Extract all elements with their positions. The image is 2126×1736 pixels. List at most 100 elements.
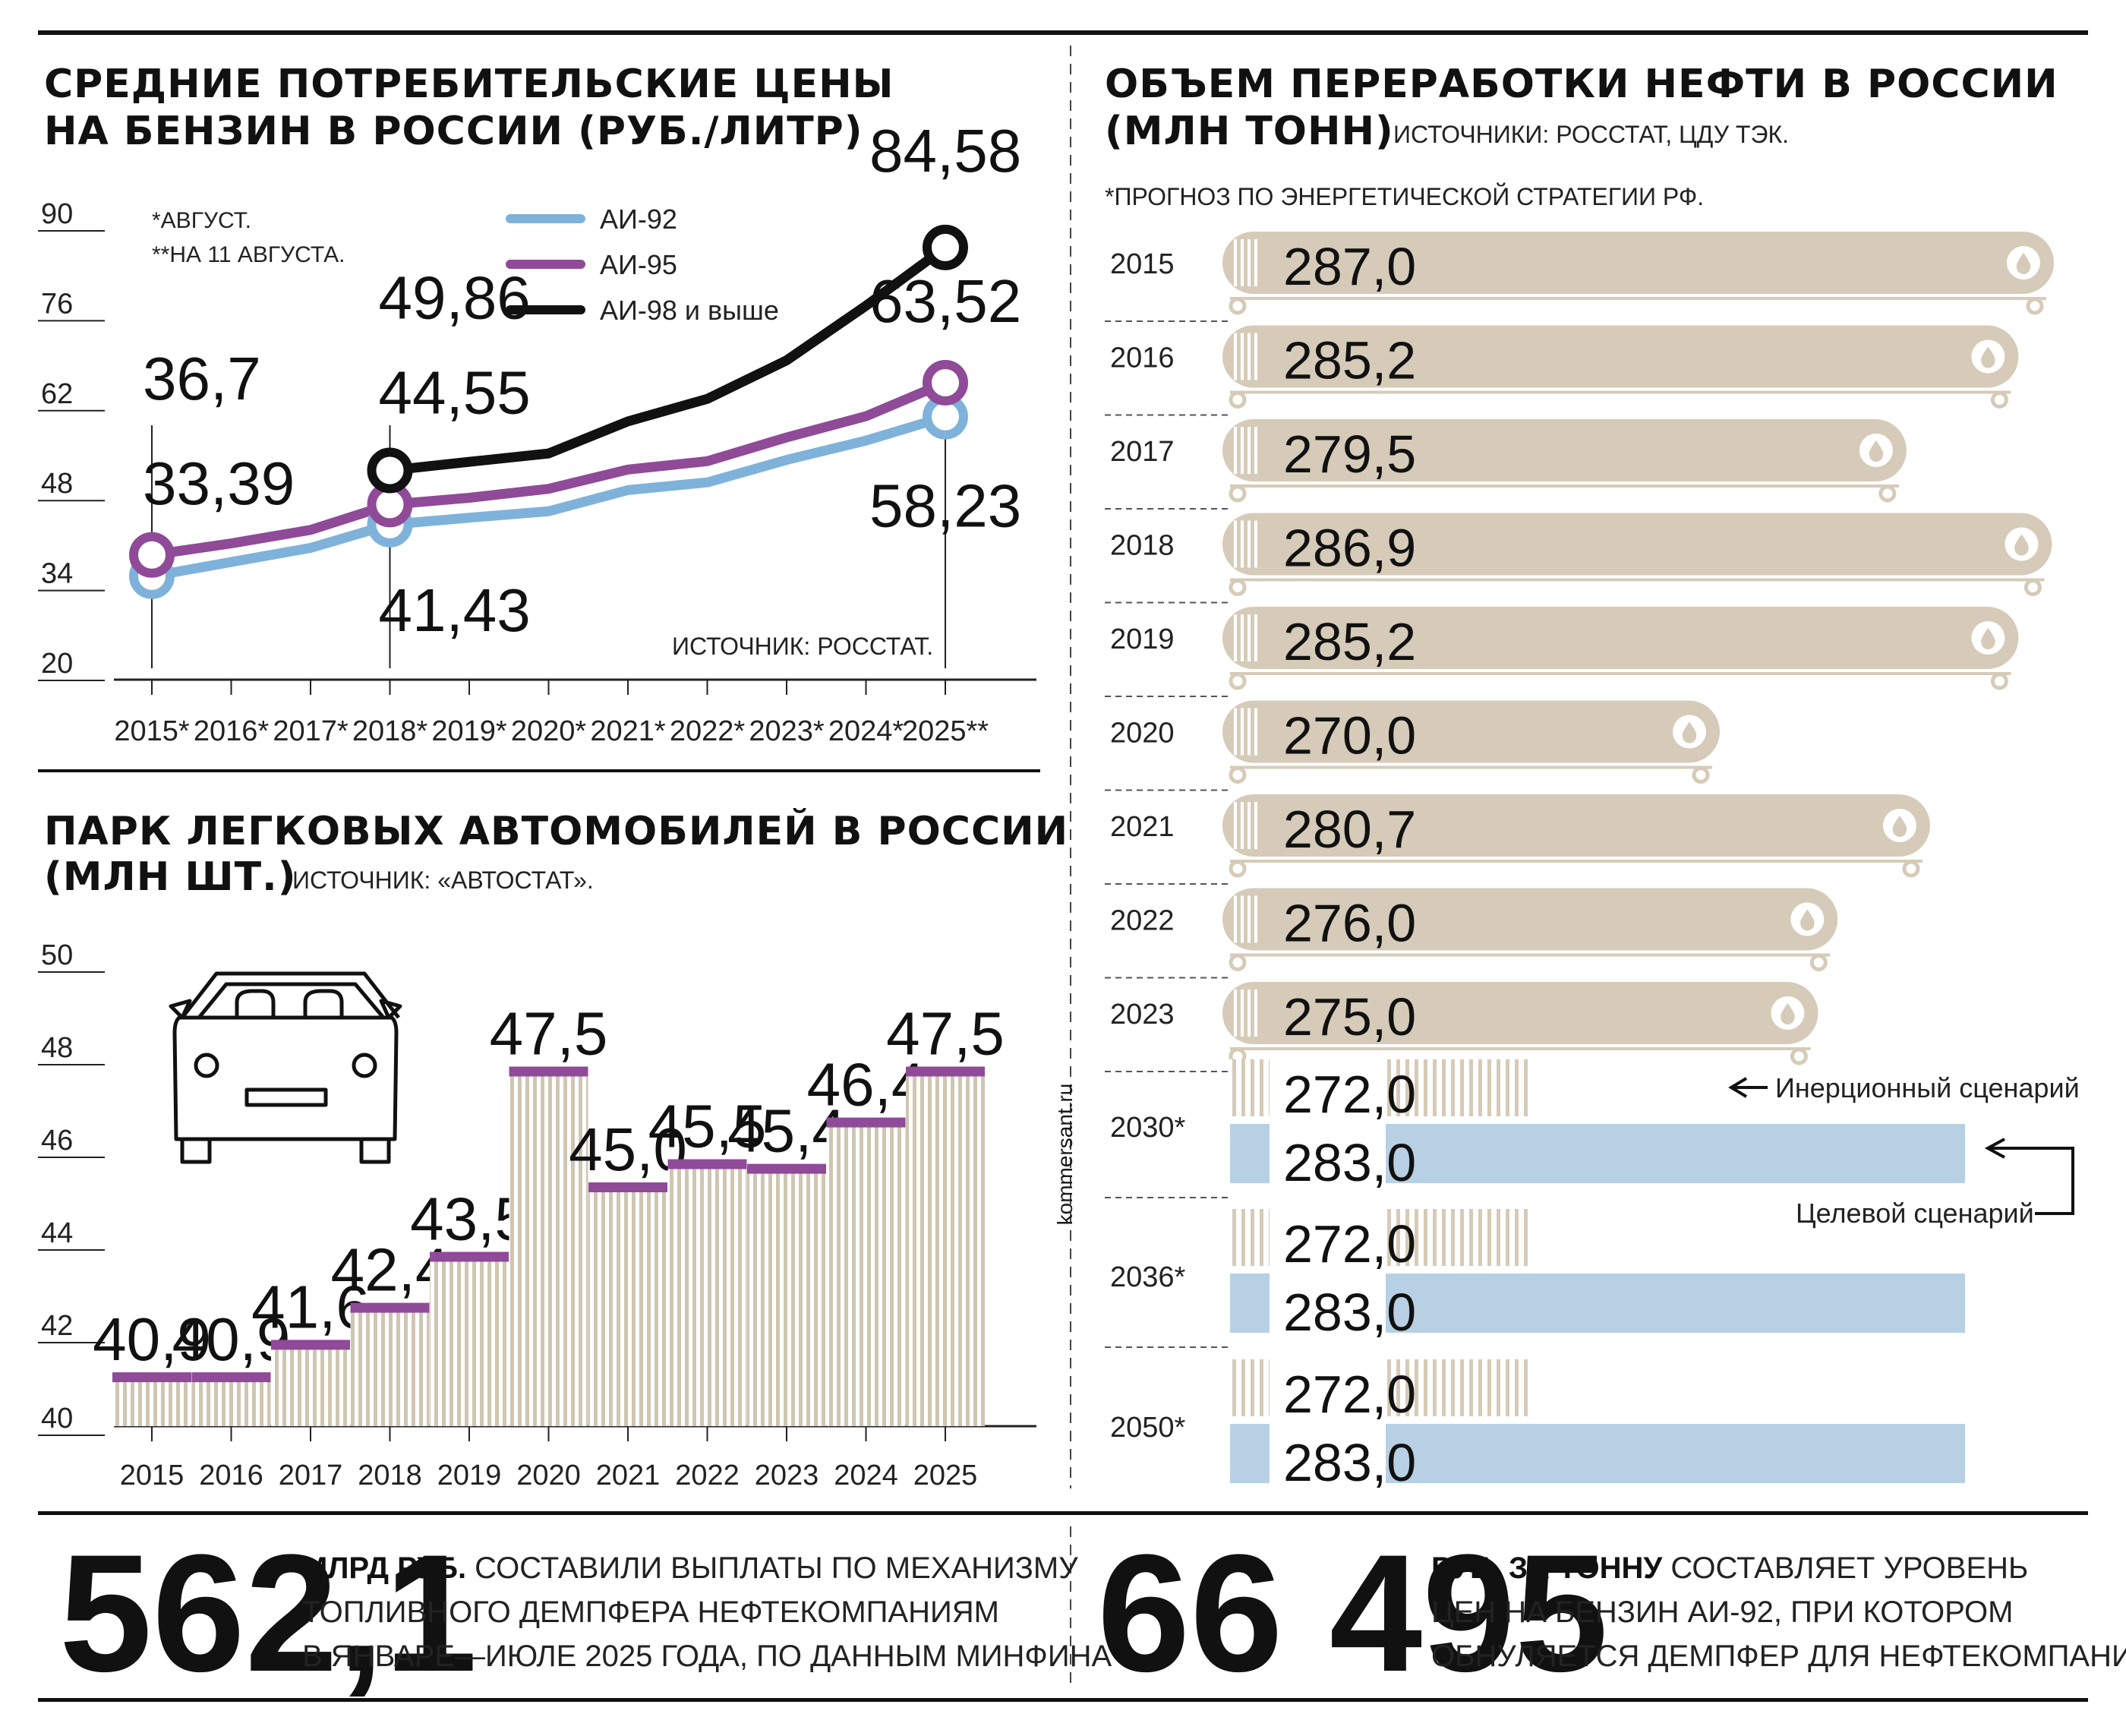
oil-target-value: 283,0 bbox=[1283, 1433, 1416, 1492]
cars-bar bbox=[588, 1187, 667, 1426]
cars-bar-cap bbox=[430, 1251, 509, 1262]
fuel-data-label: 84,58 bbox=[869, 117, 1021, 185]
cars-bar-value: 47,5 bbox=[886, 1000, 1005, 1068]
cars-x-tick-label: 2025 bbox=[913, 1460, 978, 1491]
label-target: Целевой сценарий bbox=[1796, 1198, 2034, 1229]
oil-target-value: 283,0 bbox=[1283, 1283, 1416, 1342]
fuel-series-line bbox=[150, 412, 947, 582]
oil-tank: 280,7 bbox=[1222, 794, 1930, 878]
oil-inertial-bar-left bbox=[1230, 1209, 1270, 1266]
oil-forecast-note: *ПРОГНОЗ ПО ЭНЕРГЕТИЧЕСКОЙ СТРАТЕГИИ РФ. bbox=[1105, 183, 1704, 210]
cars-bar-cap bbox=[271, 1340, 350, 1350]
oil-tank-cap-stripe bbox=[1254, 239, 1257, 286]
cars-bar bbox=[667, 1163, 747, 1426]
oil-tank-value: 279,5 bbox=[1283, 425, 1416, 484]
oil-target-bar bbox=[1386, 1424, 1965, 1483]
fuel-point-marker bbox=[923, 359, 968, 406]
arrow-inertial-icon bbox=[1728, 1077, 1768, 1098]
oil-drop-icon bbox=[2014, 534, 2029, 556]
fuel-y-tick-label: 48 bbox=[41, 468, 73, 500]
oil-tank-cap-stripe bbox=[1234, 614, 1237, 661]
cars-bar bbox=[509, 1071, 588, 1426]
oil-tank-body bbox=[1222, 232, 2054, 294]
cars-source: ИСТОЧНИК: «АВТОСТАТ». bbox=[292, 866, 594, 894]
oil-tank-cap-stripe bbox=[1241, 239, 1244, 286]
oil-tank-cap-stripe bbox=[1241, 520, 1244, 568]
oil-tank-cap-stripe bbox=[1254, 802, 1257, 849]
cars-bar-value: 45,5 bbox=[648, 1093, 767, 1160]
oil-target-bar bbox=[1386, 1274, 1965, 1333]
fuel-title-line1: СРЕДНИЕ ПОТРЕБИТЕЛЬСКИЕ ЦЕНЫ bbox=[44, 62, 894, 107]
fuel-value-labels: 36,7 33,39 49,86 44,55 41,43 84,58 63,52 58,23 bbox=[143, 117, 1021, 644]
cars-bar-value: 47,5 bbox=[490, 1000, 608, 1068]
oil-tank-wheel bbox=[1990, 391, 2008, 409]
fuel-data-label: 44,55 bbox=[379, 358, 531, 426]
oil-tank-wheel bbox=[1790, 1047, 1808, 1065]
oil-tank-cap-stripe bbox=[1234, 990, 1237, 1037]
oil-tank-body bbox=[1222, 513, 2052, 576]
cars-bar-value: 41,6 bbox=[251, 1273, 370, 1340]
cars-x-tick-label: 2024 bbox=[834, 1460, 898, 1491]
fuel-point-marker bbox=[923, 224, 968, 270]
fuel-legend: АИ-92 АИ-95 АИ-98 и выше bbox=[506, 204, 779, 326]
fuel-x-tick-label: 2019* bbox=[431, 715, 507, 747]
oil-tank-cap-stripe bbox=[1254, 614, 1257, 661]
oil-tank-cap-stripe bbox=[1248, 802, 1251, 849]
cars-bar-cap bbox=[906, 1066, 985, 1077]
cars-x-tick-label: 2022 bbox=[675, 1460, 740, 1491]
oil-tank-cap-stripe bbox=[1254, 708, 1257, 756]
oil-tank-wheel bbox=[2026, 297, 2044, 315]
oil-tank-cap-stripe bbox=[1234, 895, 1237, 943]
oil-tank-cap-stripe bbox=[1241, 708, 1244, 756]
fuel-data-label: 41,43 bbox=[379, 576, 531, 644]
oil-tank: 270,0 bbox=[1222, 700, 1720, 784]
oil-tank-cap-stripe bbox=[1254, 990, 1257, 1037]
cars-bar-cap bbox=[826, 1117, 906, 1128]
cars-bar bbox=[350, 1307, 430, 1426]
oil-tank-value: 285,2 bbox=[1283, 331, 1416, 390]
oil-title-line2: (МЛН ТОНН) bbox=[1105, 109, 1394, 154]
footer-left: 562,1 МЛРД РУБ. СОСТАВИЛИ ВЫПЛАТЫ ПО МЕХ… bbox=[59, 1520, 1112, 1706]
oil-tank-cap-stripe bbox=[1234, 520, 1237, 568]
oil-tank-body bbox=[1222, 982, 1818, 1044]
fuel-y-tick-label: 20 bbox=[41, 648, 73, 680]
oil-tank-wheel bbox=[1229, 860, 1247, 878]
fuel-data-label: 33,39 bbox=[143, 450, 295, 517]
oil-inertial-bar-left bbox=[1230, 1359, 1270, 1416]
fuel-source: ИСТОЧНИК: РОССТАТ. bbox=[672, 633, 933, 660]
cars-bar bbox=[271, 1344, 350, 1426]
oil-drop-icon bbox=[1781, 1003, 1795, 1024]
fuel-x-tick-label: 2018* bbox=[352, 715, 428, 747]
oil-inertial-bar-left bbox=[1230, 1059, 1270, 1116]
cars-y-tick-label: 46 bbox=[41, 1125, 73, 1157]
car-icon bbox=[169, 971, 402, 1164]
oil-drop-icon bbox=[1682, 721, 1697, 743]
cars-x-tick-label: 2018 bbox=[358, 1460, 422, 1491]
damper-price-number: 66 495 bbox=[1097, 1520, 1608, 1706]
oil-target-bar-left bbox=[1230, 1274, 1270, 1333]
oil-year-label: 2036* bbox=[1110, 1261, 1186, 1293]
fuel-point-marker bbox=[129, 532, 175, 578]
fuel-legend-label: АИ-95 bbox=[600, 249, 677, 280]
oil-tank-wheel bbox=[1809, 954, 1828, 971]
oil-inertial-bar bbox=[1386, 1359, 1531, 1416]
oil-tank-cap-stripe bbox=[1241, 895, 1244, 943]
fuel-y-tick-label: 76 bbox=[41, 288, 73, 320]
fuel-data-label: 63,52 bbox=[869, 267, 1021, 335]
oil-tank-cap-stripe bbox=[1234, 239, 1237, 286]
fuel-x-tick-label: 2020* bbox=[511, 715, 587, 747]
cars-bar bbox=[191, 1377, 271, 1426]
oil-target-bar-left bbox=[1230, 1124, 1270, 1183]
oil-tank-wheel bbox=[1229, 391, 1247, 409]
oil-inertial-value: 272,0 bbox=[1283, 1065, 1416, 1124]
oil-tank-cap-stripe bbox=[1248, 239, 1251, 286]
watermark: kommersant.ru bbox=[1053, 1084, 1077, 1226]
cars-x-tick-label: 2017 bbox=[279, 1460, 343, 1491]
oil-tank-value: 270,0 bbox=[1283, 706, 1416, 765]
oil-drop-icon bbox=[1981, 346, 1995, 368]
fuel-y-tick-label: 34 bbox=[41, 558, 73, 590]
cars-bar-cap bbox=[112, 1372, 191, 1383]
fuel-data-label: 49,86 bbox=[379, 264, 531, 331]
cars-bar bbox=[430, 1256, 509, 1426]
